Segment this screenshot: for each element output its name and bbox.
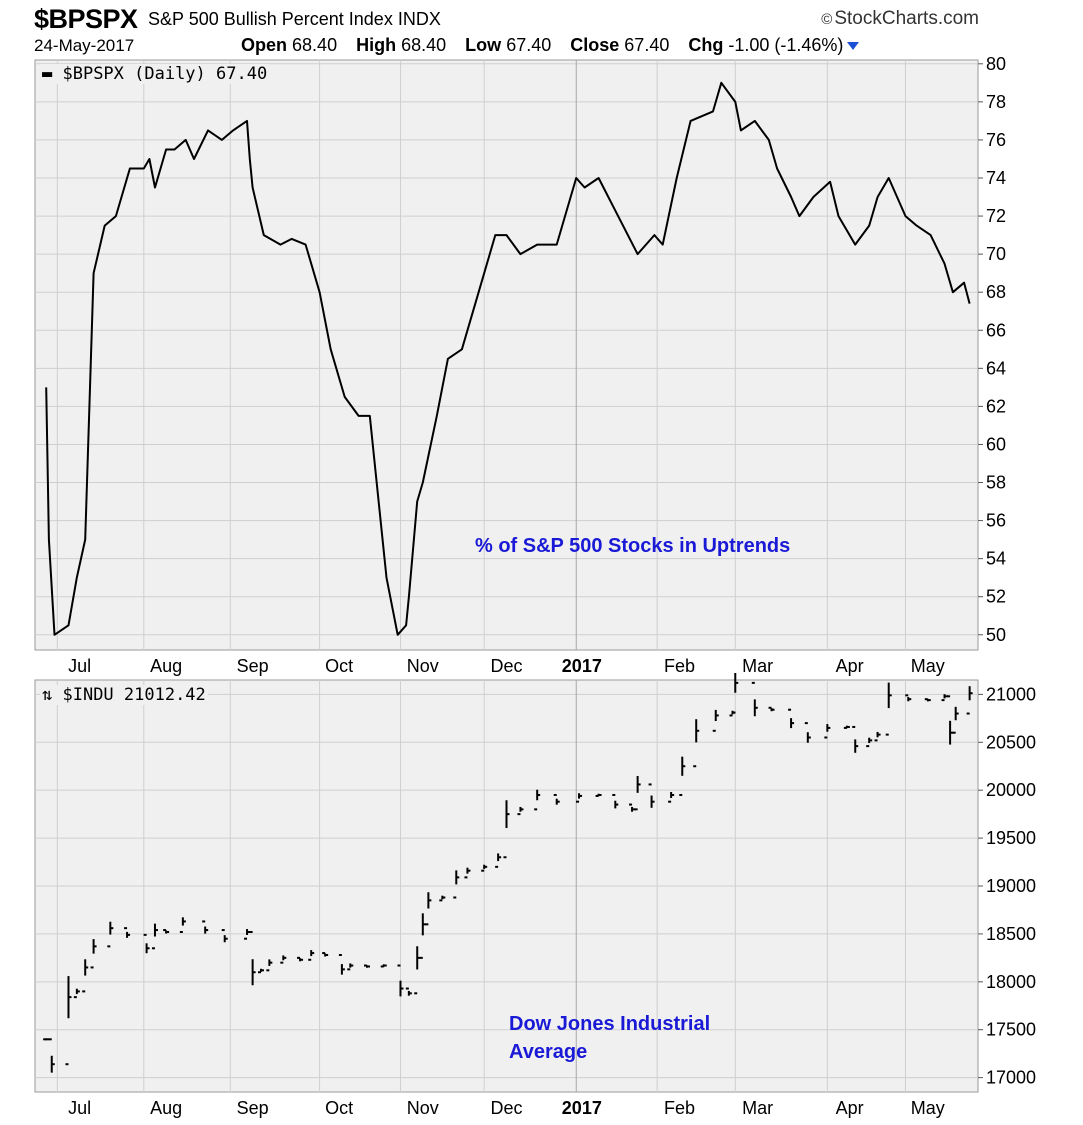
y-tick-label: 21000 [986,684,1036,704]
x-tick-label: Sep [237,1098,269,1118]
x-tick-label: Dec [490,1098,522,1118]
low-label: Low [465,35,502,55]
y-tick-label: 62 [986,396,1006,416]
y-tick-label: 74 [986,168,1006,188]
x-tick-label: Feb [664,656,695,676]
y-tick-label: 68 [986,282,1006,302]
indu-annotation: Dow Jones Industrial Average [509,1013,711,1063]
quote-date: 24-May-2017 [34,36,135,55]
y-tick-label: 72 [986,206,1006,226]
x-tick-label: Aug [150,1098,182,1118]
y-tick-label: 56 [986,511,1006,531]
down-triangle-icon [847,42,860,51]
bpspx-legend-text: $BPSPX (Daily) 67.40 [62,64,268,84]
x-tick-label: Jul [68,1098,91,1118]
y-tick-label: 60 [986,434,1006,454]
y-tick-label: 18500 [986,924,1036,944]
y-tick-label: 19500 [986,828,1036,848]
y-tick-label: 66 [986,320,1006,340]
x-tick-label: 2017 [562,1098,602,1118]
x-tick-label: Apr [836,656,864,676]
bpspx-legend: ▬ $BPSPX (Daily) 67.40 [40,64,270,84]
open-value: 68.40 [292,35,338,55]
indu-legend: ⇅ $INDU 21012.42 [40,685,208,705]
x-tick-label: Jul [68,656,91,676]
bpspx-series-line [45,81,971,636]
y-tick-label: 80 [986,54,1006,74]
low-value: 67.40 [506,35,552,55]
y-tick-label: 18000 [986,972,1036,992]
symbol: $BPSPX [34,4,138,34]
x-tick-label: Aug [150,656,182,676]
symbol-description: S&P 500 Bullish Percent Index INDX [148,9,441,30]
open-label: Open [241,35,288,55]
copyright-icon: © [821,11,833,28]
brand-text: StockCharts.com [834,8,979,29]
x-tick-label: Nov [407,656,439,676]
ohlc-strip: Open 68.40 High 68.40 Low 67.40 Close 67… [241,35,860,56]
chg-label: Chg [688,35,724,55]
x-tick-label: Oct [325,656,353,676]
y-tick-label: 64 [986,358,1006,378]
x-tick-label: May [911,656,945,676]
y-tick-label: 17000 [986,1068,1036,1088]
bpspx-annotation: % of S&P 500 Stocks in Uptrends [475,535,791,557]
brand: © StockCharts.com [821,8,979,30]
x-tick-label: Sep [237,656,269,676]
exchange-text: INDX [397,9,441,29]
plot-area-bpspx [34,59,979,651]
y-tick-label: 19000 [986,876,1036,896]
close-value: 67.40 [624,35,670,55]
chg-value: -1.00 (-1.46%) [728,35,844,55]
high-value: 68.40 [401,35,447,55]
y-tick-label: 20000 [986,780,1036,800]
x-tick-label: Nov [407,1098,439,1118]
high-label: High [356,35,397,55]
x-tick-label: Dec [490,656,522,676]
chart-header: $BPSPX S&P 500 Bullish Percent Index IND… [0,0,1083,60]
close-label: Close [570,35,620,55]
y-tick-label: 50 [986,625,1006,645]
y-tick-label: 54 [986,549,1006,569]
x-tick-label: Mar [742,656,773,676]
description-text: S&P 500 Bullish Percent Index [148,9,393,29]
y-tick-label: 78 [986,92,1006,112]
x-tick-label: Oct [325,1098,353,1118]
y-tick-label: 70 [986,244,1006,264]
x-tick-label: Feb [664,1098,695,1118]
y-tick-label: 17500 [986,1020,1036,1040]
ohlc-bars-icon: ⇅ [42,685,63,705]
x-tick-label: May [911,1098,945,1118]
x-tick-label: Mar [742,1098,773,1118]
y-tick-label: 20500 [986,732,1036,752]
indu-legend-text: $INDU 21012.42 [62,685,206,705]
legend-line-icon: ▬ [42,64,63,84]
x-tick-label: Apr [836,1098,864,1118]
y-tick-label: 58 [986,473,1006,493]
y-tick-label: 76 [986,130,1006,150]
y-tick-label: 52 [986,587,1006,607]
x-tick-label: 2017 [562,656,602,676]
